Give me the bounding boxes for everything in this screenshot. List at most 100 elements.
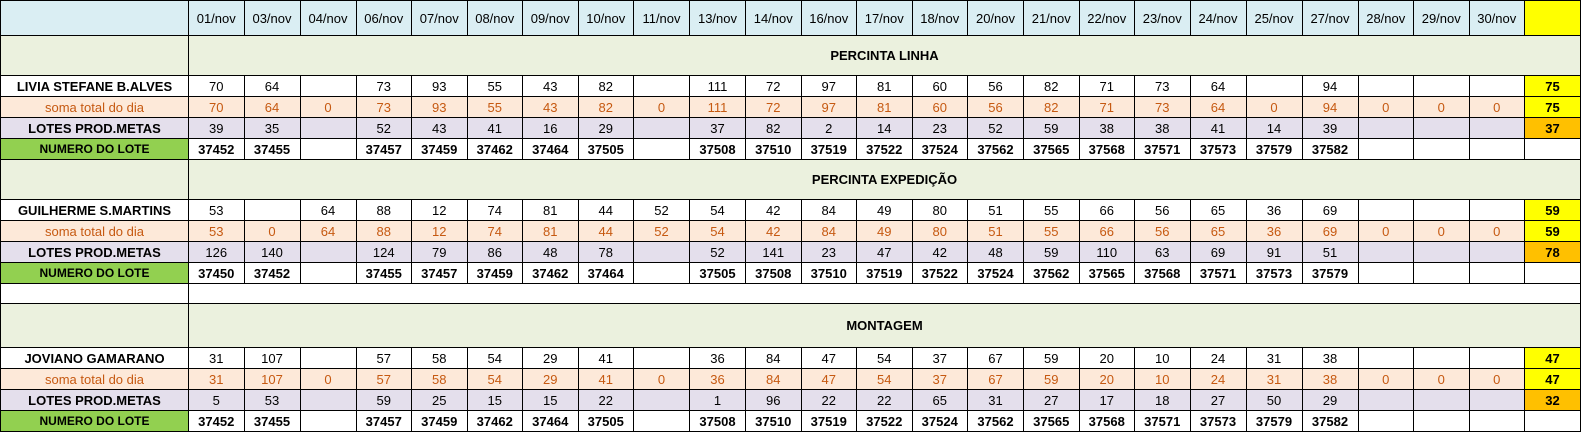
worker-row-value-cell[interactable]: 73 <box>355 75 412 97</box>
worker-row-value-cell[interactable]: 69 <box>1301 199 1359 221</box>
lotes-row-value-cell[interactable] <box>299 389 357 411</box>
numero-row-value-cell[interactable]: 37459 <box>411 410 468 432</box>
lotes-row-total-cell[interactable]: 32 <box>1524 389 1581 411</box>
soma-row-value-cell[interactable]: 81 <box>522 220 579 242</box>
soma-row-value-cell[interactable]: 64 <box>1189 96 1247 118</box>
numero-row-value-cell[interactable]: 37459 <box>466 262 523 284</box>
soma-row-value-cell[interactable]: 82 <box>1023 96 1080 118</box>
worker-row-value-cell[interactable]: 72 <box>745 75 802 97</box>
soma-row-value-cell[interactable]: 20 <box>1078 368 1135 390</box>
date-header-cell[interactable]: 06/nov <box>355 0 412 36</box>
lotes-row-value-cell[interactable]: 69 <box>1189 241 1247 263</box>
worker-row-value-cell[interactable]: 111 <box>689 75 746 97</box>
soma-row-value-cell[interactable]: 55 <box>1023 220 1080 242</box>
soma-row-value-cell[interactable]: 0 <box>633 96 690 118</box>
numero-row-value-cell[interactable]: 37459 <box>411 138 468 160</box>
numero-row-value-cell[interactable] <box>1357 138 1414 160</box>
soma-row-value-cell[interactable]: 31 <box>188 368 245 390</box>
soma-row-value-cell[interactable]: 0 <box>299 96 357 118</box>
lotes-row-value-cell[interactable]: 29 <box>1301 389 1359 411</box>
numero-row-value-cell[interactable]: 37522 <box>856 138 913 160</box>
numero-row-value-cell[interactable]: 37455 <box>243 138 301 160</box>
date-header-cell[interactable]: 04/nov <box>299 0 357 36</box>
worker-row-value-cell[interactable]: 36 <box>1245 199 1303 221</box>
lotes-row-value-cell[interactable]: 59 <box>1023 241 1080 263</box>
date-header-cell[interactable]: 11/nov <box>633 0 690 36</box>
worker-row-value-cell[interactable]: 67 <box>967 347 1024 369</box>
soma-row-value-cell[interactable]: 67 <box>967 368 1024 390</box>
date-header-cell[interactable]: 14/nov <box>745 0 802 36</box>
numero-row-value-cell[interactable]: 37519 <box>800 410 857 432</box>
date-header-cell[interactable]: 24/nov <box>1189 0 1247 36</box>
worker-row-value-cell[interactable]: 64 <box>299 199 357 221</box>
soma-row-value-cell[interactable]: 57 <box>355 368 412 390</box>
worker-row-value-cell[interactable]: 88 <box>355 199 412 221</box>
soma-row-value-cell[interactable]: 94 <box>1301 96 1359 118</box>
numero-row-value-cell[interactable]: 37462 <box>466 410 523 432</box>
worker-row-value-cell[interactable]: 66 <box>1078 199 1135 221</box>
lotes-row-value-cell[interactable]: 39 <box>188 117 245 139</box>
section-label-blank[interactable] <box>0 303 189 348</box>
worker-row-value-cell[interactable] <box>1357 75 1414 97</box>
numero-row-value-cell[interactable]: 37510 <box>800 262 857 284</box>
worker-row-value-cell[interactable]: 51 <box>967 199 1024 221</box>
lotes-row-value-cell[interactable]: 22 <box>800 389 857 411</box>
soma-row-label[interactable]: soma total do dia <box>0 368 189 390</box>
worker-row-value-cell[interactable]: 71 <box>1078 75 1135 97</box>
date-header-cell[interactable]: 09/nov <box>522 0 579 36</box>
numero-row-value-cell[interactable] <box>1468 138 1525 160</box>
numero-row-value-cell[interactable] <box>299 138 357 160</box>
lotes-row-value-cell[interactable]: 14 <box>1245 117 1303 139</box>
worker-row-value-cell[interactable] <box>243 199 301 221</box>
lotes-row-value-cell[interactable]: 5 <box>188 389 245 411</box>
worker-row-value-cell[interactable]: 36 <box>689 347 746 369</box>
numero-row-value-cell[interactable]: 37452 <box>188 410 245 432</box>
soma-row-value-cell[interactable]: 84 <box>745 368 802 390</box>
total-header-cell[interactable] <box>1524 0 1581 36</box>
numero-row-value-cell[interactable]: 37505 <box>689 262 746 284</box>
soma-row-value-cell[interactable]: 64 <box>299 220 357 242</box>
lotes-row-value-cell[interactable]: 91 <box>1245 241 1303 263</box>
soma-row-label[interactable]: soma total do dia <box>0 96 189 118</box>
soma-row-value-cell[interactable]: 29 <box>522 368 579 390</box>
soma-row-value-cell[interactable]: 53 <box>188 220 245 242</box>
lotes-row-value-cell[interactable]: 22 <box>856 389 913 411</box>
numero-row-value-cell[interactable]: 37457 <box>411 262 468 284</box>
spacer-cell[interactable] <box>188 283 1581 304</box>
lotes-row-value-cell[interactable] <box>299 117 357 139</box>
numero-row-value-cell[interactable] <box>1413 410 1470 432</box>
numero-row-value-cell[interactable]: 37573 <box>1189 410 1247 432</box>
soma-row-value-cell[interactable]: 44 <box>577 220 634 242</box>
soma-row-value-cell[interactable]: 41 <box>577 368 634 390</box>
soma-row-value-cell[interactable]: 107 <box>243 368 301 390</box>
numero-row-value-cell[interactable]: 37462 <box>522 262 579 284</box>
worker-row-value-cell[interactable] <box>299 75 357 97</box>
lotes-row-value-cell[interactable]: 1 <box>689 389 746 411</box>
worker-row-value-cell[interactable]: 49 <box>856 199 913 221</box>
lotes-row-value-cell[interactable]: 15 <box>522 389 579 411</box>
worker-row-value-cell[interactable] <box>1468 347 1525 369</box>
date-header-cell[interactable]: 08/nov <box>466 0 523 36</box>
soma-row-value-cell[interactable]: 0 <box>243 220 301 242</box>
numero-row-value-cell[interactable]: 37519 <box>800 138 857 160</box>
worker-row-value-cell[interactable]: 24 <box>1189 347 1247 369</box>
numero-row-value-cell[interactable]: 37455 <box>355 262 412 284</box>
worker-row-value-cell[interactable]: 37 <box>911 347 968 369</box>
worker-row-value-cell[interactable] <box>1245 75 1303 97</box>
numero-row-value-cell[interactable]: 37450 <box>188 262 245 284</box>
soma-row-value-cell[interactable]: 0 <box>1357 368 1414 390</box>
worker-row-value-cell[interactable] <box>633 347 690 369</box>
numero-row-label[interactable]: NUMERO DO LOTE <box>0 262 189 284</box>
soma-row-value-cell[interactable]: 54 <box>466 368 523 390</box>
worker-row-value-cell[interactable]: 54 <box>466 347 523 369</box>
spacer-cell[interactable] <box>0 283 189 304</box>
lotes-row-value-cell[interactable] <box>1413 241 1470 263</box>
soma-row-value-cell[interactable]: 73 <box>1134 96 1191 118</box>
lotes-row-value-cell[interactable]: 52 <box>689 241 746 263</box>
lotes-row-value-cell[interactable]: 65 <box>911 389 968 411</box>
lotes-row-value-cell[interactable]: 27 <box>1023 389 1080 411</box>
soma-row-value-cell[interactable]: 0 <box>1245 96 1303 118</box>
lotes-row-value-cell[interactable]: 48 <box>967 241 1024 263</box>
soma-row-value-cell[interactable]: 59 <box>1023 368 1080 390</box>
worker-row-label[interactable]: JOVIANO GAMARANO <box>0 347 189 369</box>
